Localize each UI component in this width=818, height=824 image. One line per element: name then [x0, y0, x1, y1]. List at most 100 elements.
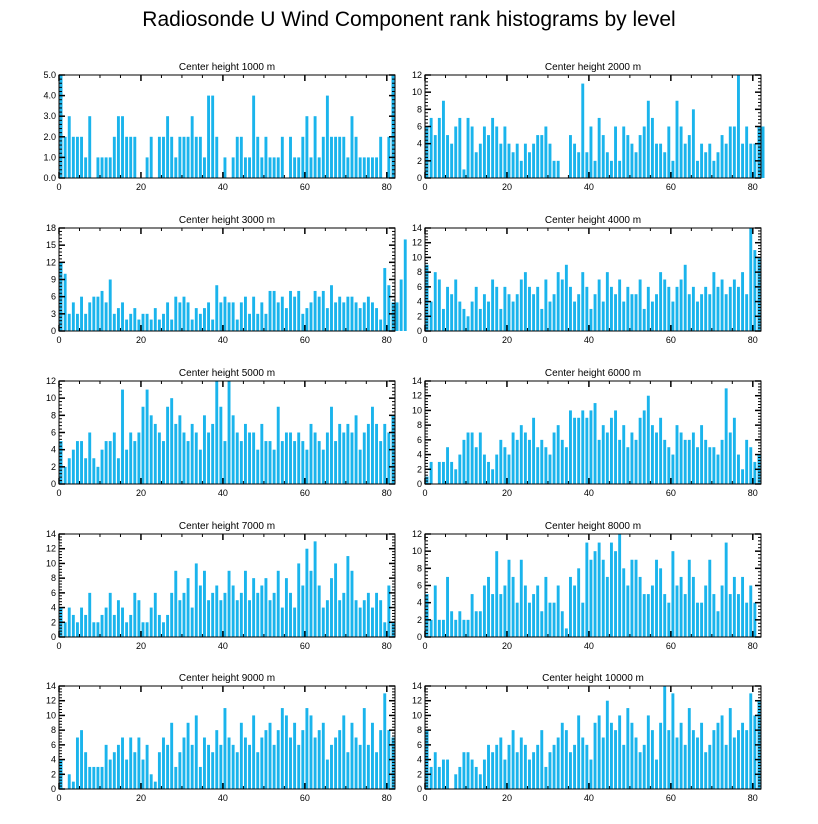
histogram-bar	[67, 607, 71, 637]
histogram-bar	[712, 447, 716, 484]
x-tick-label: 80	[382, 335, 392, 345]
histogram-bar	[92, 622, 96, 637]
panel-title: Center height 8000 m	[545, 521, 641, 532]
histogram-bar	[618, 160, 622, 178]
y-tick-label: 4.0	[43, 91, 56, 101]
y-tick-label: 8	[51, 410, 56, 420]
histogram-bar	[84, 614, 88, 637]
histogram-bar	[712, 730, 716, 789]
histogram-bar	[252, 715, 256, 789]
histogram-bar	[609, 286, 613, 331]
histogram-bar	[243, 296, 247, 331]
histogram-bar	[667, 602, 671, 637]
histogram-bar	[272, 290, 276, 331]
histogram-bar	[556, 585, 560, 637]
histogram-bar	[264, 578, 268, 637]
y-tick-label: 6	[51, 588, 56, 598]
histogram-bar	[433, 585, 437, 637]
histogram-bar	[737, 286, 740, 331]
histogram-bar	[474, 447, 478, 484]
histogram-bar	[125, 622, 129, 637]
histogram-bar	[675, 585, 679, 637]
histogram-bar	[317, 441, 321, 484]
histogram-bar	[466, 316, 470, 331]
histogram-bar	[338, 136, 342, 178]
histogram-bar	[638, 576, 642, 637]
histogram-bar	[425, 594, 429, 637]
histogram-bar	[564, 730, 568, 789]
histogram-bar	[737, 730, 740, 789]
histogram-bar	[540, 308, 544, 331]
histogram-bar	[753, 461, 757, 484]
histogram-bar	[256, 313, 260, 331]
histogram-bar	[194, 563, 198, 637]
histogram-bar	[391, 75, 395, 178]
histogram-bar	[687, 559, 691, 637]
y-tick-label: 8	[417, 104, 422, 114]
histogram-bar	[528, 439, 531, 484]
histogram-bar	[149, 136, 153, 178]
y-tick-label: 12	[412, 529, 422, 539]
histogram-bar	[716, 722, 720, 789]
panel-2: Center height 2000 m 0 20 40 60 80 0 2 4 6 8 10 12	[412, 62, 765, 192]
histogram-bar	[362, 600, 366, 637]
y-tick-label: 6	[51, 740, 56, 750]
x-tick-label: 80	[748, 335, 758, 345]
histogram-bar	[696, 447, 699, 484]
histogram-bar	[80, 730, 83, 789]
histogram-bar	[679, 126, 683, 178]
histogram-bar	[248, 600, 251, 637]
histogram-bar	[227, 381, 231, 484]
histogram-bar	[728, 708, 732, 789]
histogram-bar	[153, 423, 157, 484]
histogram-bar	[325, 432, 329, 484]
histogram-bar	[544, 576, 548, 637]
histogram-bar	[757, 126, 761, 178]
histogram-bar	[162, 441, 165, 484]
histogram-bar	[708, 559, 712, 637]
histogram-bar	[482, 454, 486, 484]
histogram-bar	[375, 423, 379, 484]
histogram-bar	[552, 744, 556, 789]
histogram-bar	[248, 313, 251, 331]
histogram-bar	[441, 759, 445, 789]
histogram-bar	[174, 296, 178, 331]
histogram-bar	[67, 116, 71, 178]
histogram-bar	[569, 576, 572, 637]
histogram-bar	[745, 730, 749, 789]
histogram-bar	[297, 157, 301, 178]
y-tick-label: 4	[417, 755, 422, 765]
histogram-bar	[272, 449, 276, 484]
histogram-bar	[162, 136, 165, 178]
histogram-bar	[618, 534, 622, 637]
histogram-bar	[104, 607, 108, 637]
histogram-bar	[366, 423, 370, 484]
x-tick-label: 0	[56, 182, 61, 192]
histogram-bar	[544, 126, 548, 178]
histogram-bar	[129, 313, 133, 331]
y-tick-label: 2	[417, 769, 422, 779]
histogram-bar	[235, 432, 239, 484]
histogram-bar	[519, 279, 523, 331]
histogram-bar	[166, 406, 170, 484]
x-tick-label: 0	[422, 793, 427, 803]
histogram-bar	[528, 759, 531, 789]
histogram-bar	[642, 126, 646, 178]
histogram-bar	[108, 441, 112, 484]
histogram-bar	[313, 541, 317, 637]
histogram-bar	[190, 744, 194, 789]
histogram-bar	[564, 447, 568, 484]
histogram-bar	[659, 568, 663, 637]
histogram-bar	[679, 722, 683, 789]
histogram-bar	[655, 559, 658, 637]
histogram-bar	[724, 388, 728, 484]
histogram-bar	[67, 458, 71, 484]
histogram-bar	[137, 319, 141, 331]
histogram-bar	[528, 152, 531, 178]
histogram-bar	[614, 126, 617, 178]
histogram-bar	[589, 759, 593, 789]
y-tick-label: 6	[417, 435, 422, 445]
histogram-bar	[182, 136, 186, 178]
histogram-bar	[728, 432, 732, 484]
histogram-bar	[379, 319, 383, 331]
